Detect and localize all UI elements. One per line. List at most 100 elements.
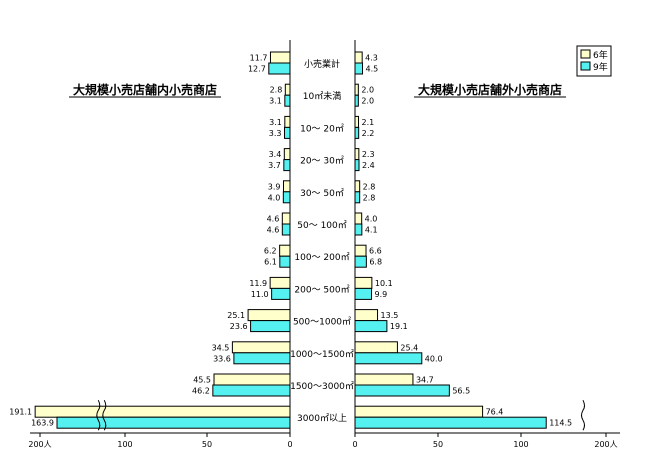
value-label: 2.3 xyxy=(362,150,375,159)
value-label: 25.4 xyxy=(400,343,418,352)
right-bar-6nen xyxy=(354,405,484,418)
category-label: 100～ 200㎡ xyxy=(294,252,349,263)
right-bar-6nen xyxy=(354,341,398,354)
category-label: 1500～3000㎡ xyxy=(290,381,354,392)
tick-label: 50 xyxy=(433,440,443,449)
left-bar-9nen xyxy=(250,320,291,333)
value-label: 11.0 xyxy=(251,290,269,299)
left-bar-9nen xyxy=(56,416,291,429)
category-label: 20～ 30㎡ xyxy=(300,156,344,167)
left-bar-6nen xyxy=(281,212,291,225)
right-bar-9nen xyxy=(354,384,450,397)
right-bar-6nen xyxy=(354,51,363,64)
value-label: 6.8 xyxy=(369,258,382,267)
tick-label: 0 xyxy=(352,440,357,449)
left-bar-9nen xyxy=(279,255,291,268)
value-label: 2.0 xyxy=(361,86,374,95)
right-bar-9nen xyxy=(354,62,364,75)
right-bar-6nen xyxy=(354,83,359,96)
value-label: 4.1 xyxy=(365,226,378,235)
value-label: 3.1 xyxy=(269,97,282,106)
value-label: 13.5 xyxy=(381,311,399,320)
legend-swatch xyxy=(580,61,591,71)
left-bar-9nen xyxy=(284,94,291,107)
right-bar-9nen xyxy=(354,126,360,139)
left-bar-9nen xyxy=(283,159,291,172)
axis-break-mark xyxy=(96,399,101,431)
left-bar-6nen xyxy=(282,180,291,193)
category-label: 10～ 20㎡ xyxy=(300,123,344,134)
value-label: 11.7 xyxy=(250,54,268,63)
value-label: 2.8 xyxy=(363,193,376,202)
right-bar-9nen xyxy=(354,223,363,236)
right-bar-9nen xyxy=(354,320,388,333)
right-bar-6nen xyxy=(354,373,414,386)
tick-label: 50 xyxy=(202,440,212,449)
left-bar-9nen xyxy=(283,126,291,139)
left-bar-9nen xyxy=(271,287,291,300)
value-label: 46.2 xyxy=(192,387,210,396)
value-label: 3.1 xyxy=(269,118,282,127)
tick-label: 100 xyxy=(117,440,132,449)
legend-label: 6年 xyxy=(593,49,608,61)
left-bar-6nen xyxy=(213,373,291,386)
right-bar-6nen xyxy=(354,115,360,128)
value-label: 25.1 xyxy=(227,311,245,320)
category-label: 1000～1500㎡ xyxy=(290,349,354,360)
right-panel-title: 大規模小売店舗外小売商店 xyxy=(418,82,562,97)
left-bar-6nen xyxy=(279,244,291,257)
value-label: 3.4 xyxy=(269,150,282,159)
category-label: 10㎡未満 xyxy=(303,90,341,102)
left-panel-title: 大規模小売店舗内小売商店 xyxy=(73,82,217,97)
value-label: 4.5 xyxy=(366,65,379,74)
right-bar-6nen xyxy=(354,180,361,193)
value-label: 40.0 xyxy=(425,354,443,363)
right-bar-6nen xyxy=(354,244,367,257)
value-label: 34.7 xyxy=(416,376,434,385)
left-bar-6nen xyxy=(284,83,291,96)
left-bar-6nen xyxy=(231,341,291,354)
tick-label: 200人 xyxy=(594,440,617,449)
right-bar-9nen xyxy=(354,255,367,268)
right-bar-6nen xyxy=(354,276,373,289)
value-label: 2.1 xyxy=(362,118,375,127)
axis-break-mark xyxy=(102,399,107,431)
left-bar-9nen xyxy=(268,62,291,75)
value-label: 6.1 xyxy=(264,258,277,267)
category-label: 500～1000㎡ xyxy=(293,317,351,328)
value-label: 4.0 xyxy=(268,193,281,202)
value-label: 6.2 xyxy=(264,247,277,256)
value-label: 2.8 xyxy=(270,86,283,95)
value-label: 4.6 xyxy=(267,226,280,235)
left-bar-6nen xyxy=(269,276,291,289)
left-bar-9nen xyxy=(281,223,291,236)
right-bar-9nen xyxy=(354,159,360,172)
category-label: 3000㎡以上 xyxy=(297,413,347,424)
value-label: 2.8 xyxy=(363,182,376,191)
value-label: 2.0 xyxy=(361,97,374,106)
axis-break-mark xyxy=(581,399,585,431)
value-label: 76.4 xyxy=(486,408,504,417)
tick-label: 200人 xyxy=(28,440,51,449)
right-bar-9nen xyxy=(354,416,547,429)
value-label: 6.6 xyxy=(369,247,382,256)
left-bar-6nen xyxy=(34,405,291,418)
value-label: 4.6 xyxy=(267,215,280,224)
left-bar-6nen xyxy=(247,309,291,322)
value-label: 2.2 xyxy=(362,129,375,138)
category-label: 30～ 50㎡ xyxy=(300,188,344,199)
right-bar-9nen xyxy=(354,352,423,365)
value-label: 19.1 xyxy=(390,322,408,331)
value-label: 3.3 xyxy=(269,129,282,138)
value-label: 4.3 xyxy=(365,54,378,63)
left-bar-9nen xyxy=(212,384,291,397)
value-label: 33.6 xyxy=(213,354,231,363)
tick-label: 0 xyxy=(287,440,292,449)
value-label: 4.0 xyxy=(365,215,378,224)
value-label: 163.9 xyxy=(31,419,54,428)
value-label: 9.9 xyxy=(375,290,388,299)
value-label: 191.1 xyxy=(9,408,32,417)
left-bar-6nen xyxy=(284,115,291,128)
